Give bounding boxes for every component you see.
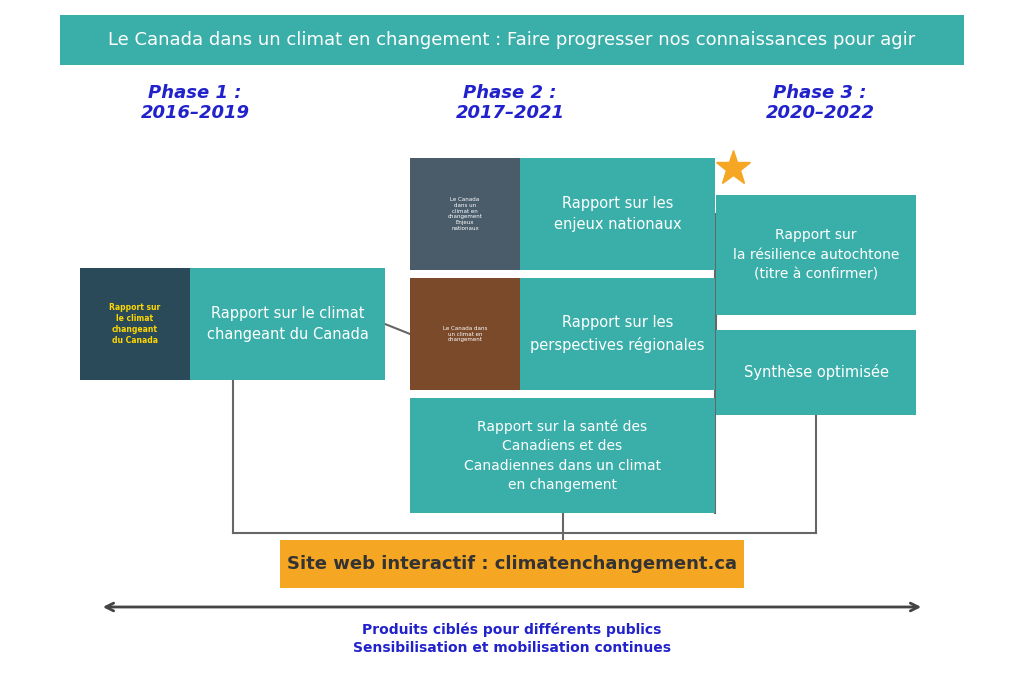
Text: Rapport sur le climat
changeant du Canada: Rapport sur le climat changeant du Canad… — [207, 306, 369, 342]
Bar — [410, 398, 715, 513]
Bar — [190, 268, 385, 380]
Text: Phase 3 :: Phase 3 : — [773, 84, 866, 102]
Text: Le Canada dans un climat en changement : Faire progresser nos connaissances pour: Le Canada dans un climat en changement :… — [109, 31, 915, 49]
Text: Site web interactif : climatenchangement.ca: Site web interactif : climatenchangement… — [287, 555, 737, 573]
Bar — [410, 158, 520, 270]
Text: 2016–2019: 2016–2019 — [140, 104, 250, 122]
Text: Synthèse optimisée: Synthèse optimisée — [743, 365, 889, 381]
Text: 2020–2022: 2020–2022 — [766, 104, 874, 122]
Bar — [520, 158, 715, 270]
Text: Rapport sur
la résilience autochtone
(titre à confirmer): Rapport sur la résilience autochtone (ti… — [733, 228, 899, 282]
Bar — [716, 330, 916, 415]
Text: Le Canada
dans un
climat en
changement
Enjeux
nationaux: Le Canada dans un climat en changement E… — [447, 197, 482, 231]
Bar — [60, 15, 964, 65]
Text: Rapport sur la santé des
Canadiens et des
Canadiennes dans un climat
en changeme: Rapport sur la santé des Canadiens et de… — [464, 419, 662, 492]
Bar — [520, 278, 715, 390]
Text: Le Canada dans
un climat en
changement: Le Canada dans un climat en changement — [442, 326, 487, 342]
Text: Sensibilisation et mobilisation continues: Sensibilisation et mobilisation continue… — [353, 641, 671, 655]
Text: Rapport sur les
perspectives régionales: Rapport sur les perspectives régionales — [530, 315, 705, 353]
Bar — [80, 268, 190, 380]
Text: Phase 1 :: Phase 1 : — [148, 84, 242, 102]
Text: 2017–2021: 2017–2021 — [456, 104, 564, 122]
Text: Rapport sur les
enjeux nationaux: Rapport sur les enjeux nationaux — [554, 196, 681, 232]
Text: Produits ciblés pour différents publics: Produits ciblés pour différents publics — [362, 623, 662, 637]
Text: Phase 2 :: Phase 2 : — [463, 84, 557, 102]
Bar — [716, 195, 916, 315]
Bar — [410, 278, 520, 390]
Text: Rapport sur
le climat
changeant
du Canada: Rapport sur le climat changeant du Canad… — [110, 303, 161, 345]
Bar — [280, 540, 744, 588]
